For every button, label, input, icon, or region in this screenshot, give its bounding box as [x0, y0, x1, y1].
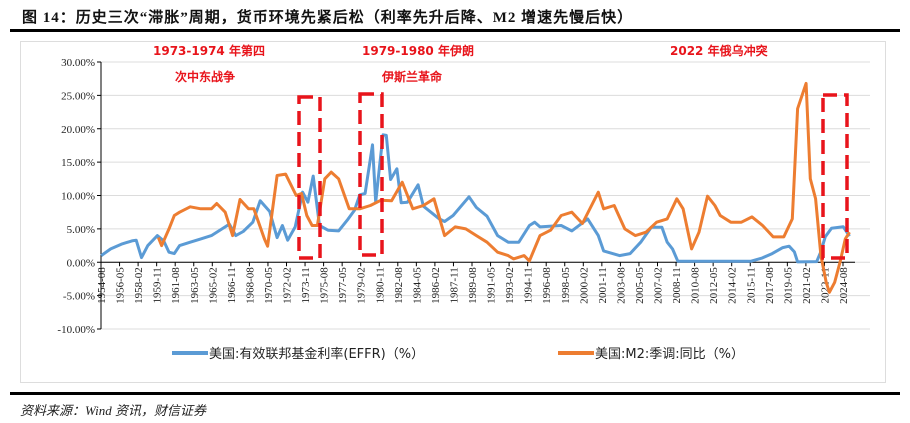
x-tick-label: 1987-11 — [448, 267, 460, 303]
annotation-1973-line1: 1973-1974 年第四 — [153, 44, 265, 58]
x-tick-label: 1980-11 — [374, 267, 386, 303]
x-tick-label: 1972-02 — [282, 267, 294, 304]
effr-line — [100, 133, 851, 264]
highlight-box-2022-2024 — [821, 93, 849, 260]
x-tick-label: 1982-08 — [393, 267, 405, 304]
x-tick-label: 1965-02 — [207, 267, 219, 304]
x-tick-label: 1979-02 — [356, 267, 368, 304]
x-tick-label: 1994-11 — [523, 267, 535, 303]
x-tick-label: 2000-02 — [578, 267, 590, 304]
x-tick-label: 2021-02 — [801, 267, 813, 304]
figure-title: 图 14：历史三次“滞胀”周期，货币环境先紧后松（利率先升后降、M2 增速先慢后… — [22, 10, 634, 26]
x-tick-label: 2008-11 — [671, 267, 683, 303]
x-tick-label: 1996-08 — [541, 267, 553, 304]
x-tick-label: 1954-08 — [96, 267, 108, 304]
x-tick-label: 1977-05 — [337, 267, 349, 304]
x-tick-label: 2003-08 — [615, 267, 627, 304]
x-tick-label: 1993-02 — [504, 267, 516, 304]
x-tick-label: 2024-08 — [838, 267, 850, 304]
y-tick-label: -5.00% — [63, 291, 95, 303]
annotation-1973-line2: 次中东战争 — [175, 70, 236, 84]
x-tick-label: 1961-08 — [170, 267, 182, 304]
legend-label-effr: 美国:有效联邦基金利率(EFFR)（%） — [209, 346, 424, 362]
highlight-box-1979-1980 — [358, 92, 384, 257]
legend-label-m2: 美国:M2:季调:同比（%） — [595, 347, 744, 362]
x-tick-label: 2014-02 — [727, 267, 739, 304]
x-tick-label: 1991-05 — [486, 267, 498, 304]
x-tick-label: 1963-05 — [189, 267, 201, 304]
y-tick-label: 20.00% — [61, 124, 95, 136]
highlight-box-1973-1974 — [297, 95, 322, 260]
x-tick-label: 2019-05 — [782, 267, 794, 304]
y-tick-label: 10.00% — [61, 191, 95, 203]
x-tick-label: 1970-05 — [263, 267, 275, 304]
y-tick-label: 15.00% — [61, 157, 95, 169]
x-tick-label: 1956-05 — [115, 267, 127, 304]
annotation-1979-line1: 1979-1980 年伊朗 — [362, 44, 474, 58]
x-tick-label: 1973-11 — [300, 267, 312, 303]
annotation-1979-line2: 伊斯兰革命 — [382, 70, 443, 84]
m2-line — [157, 81, 851, 294]
x-tick-label: 1958-02 — [133, 267, 145, 304]
annotation-2022: 2022 年俄乌冲突 — [670, 44, 768, 58]
y-tick-label: 0.00% — [67, 257, 95, 269]
x-tick-label: 2010-08 — [690, 267, 702, 304]
y-tick-label: 25.00% — [61, 90, 95, 102]
y-tick-label: 30.00% — [61, 57, 95, 69]
x-tick-label: 1966-11 — [226, 267, 238, 303]
x-tick-label: 2015-11 — [745, 267, 757, 303]
footer-rule — [10, 392, 900, 395]
x-tick-label: 2001-11 — [597, 267, 609, 303]
x-tick-label: 2017-08 — [764, 267, 776, 304]
chart-frame — [20, 41, 886, 383]
x-tick-label: 1998-05 — [560, 267, 572, 304]
x-tick-label: 2012-05 — [708, 267, 720, 304]
source-note: 资料来源：Wind 资讯，财信证券 — [20, 403, 206, 418]
x-tick-label: 1984-05 — [411, 267, 423, 304]
x-tick-label: 1986-02 — [430, 267, 442, 304]
x-tick-label: 1989-08 — [467, 267, 479, 304]
y-tick-label: 5.00% — [67, 224, 95, 236]
title-rule — [10, 29, 900, 32]
x-tick-label: 1975-08 — [319, 267, 331, 304]
x-tick-label: 1968-08 — [244, 267, 256, 304]
x-tick-label: 1959-11 — [152, 267, 164, 303]
y-tick-label: -10.00% — [57, 324, 95, 336]
x-tick-label: 2007-02 — [653, 267, 665, 304]
x-tick-label: 2022-11 — [819, 267, 831, 303]
x-tick-label: 2005-05 — [634, 267, 646, 304]
